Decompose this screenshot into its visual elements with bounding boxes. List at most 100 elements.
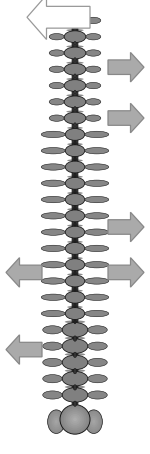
Ellipse shape xyxy=(72,279,78,283)
Ellipse shape xyxy=(93,393,102,397)
Ellipse shape xyxy=(93,328,102,332)
Ellipse shape xyxy=(91,133,103,136)
Ellipse shape xyxy=(55,101,59,103)
Ellipse shape xyxy=(73,52,77,54)
Ellipse shape xyxy=(90,84,97,87)
Ellipse shape xyxy=(51,116,62,120)
Ellipse shape xyxy=(51,35,62,39)
Ellipse shape xyxy=(52,416,61,428)
Ellipse shape xyxy=(70,83,80,89)
Ellipse shape xyxy=(88,230,106,235)
Ellipse shape xyxy=(65,210,85,222)
Ellipse shape xyxy=(70,213,80,219)
Ellipse shape xyxy=(92,20,95,21)
Ellipse shape xyxy=(86,34,101,40)
Ellipse shape xyxy=(73,166,77,168)
Ellipse shape xyxy=(72,214,78,218)
Ellipse shape xyxy=(45,360,60,365)
Ellipse shape xyxy=(91,296,103,299)
Ellipse shape xyxy=(71,19,79,22)
Ellipse shape xyxy=(72,149,78,153)
Ellipse shape xyxy=(49,66,64,73)
Ellipse shape xyxy=(73,117,77,119)
Ellipse shape xyxy=(92,69,95,70)
Ellipse shape xyxy=(64,47,86,59)
Ellipse shape xyxy=(70,148,80,153)
Ellipse shape xyxy=(95,329,100,331)
Ellipse shape xyxy=(73,101,77,103)
Ellipse shape xyxy=(69,414,81,425)
Ellipse shape xyxy=(49,34,64,40)
Ellipse shape xyxy=(91,263,103,266)
Ellipse shape xyxy=(50,183,56,184)
Ellipse shape xyxy=(90,35,97,38)
Ellipse shape xyxy=(88,165,106,169)
Ellipse shape xyxy=(88,67,99,72)
Ellipse shape xyxy=(71,84,79,88)
Ellipse shape xyxy=(95,378,100,380)
Bar xyxy=(74,16,76,433)
Ellipse shape xyxy=(94,296,100,298)
Ellipse shape xyxy=(53,117,60,120)
Ellipse shape xyxy=(66,29,84,31)
Ellipse shape xyxy=(66,78,84,80)
Ellipse shape xyxy=(72,311,78,316)
Ellipse shape xyxy=(49,17,64,24)
Ellipse shape xyxy=(44,262,62,267)
Ellipse shape xyxy=(74,238,76,242)
Ellipse shape xyxy=(49,99,64,105)
Ellipse shape xyxy=(64,79,86,91)
Ellipse shape xyxy=(55,85,59,86)
Ellipse shape xyxy=(70,34,80,39)
Ellipse shape xyxy=(68,33,82,41)
Ellipse shape xyxy=(74,271,76,275)
Ellipse shape xyxy=(94,183,100,184)
Ellipse shape xyxy=(70,311,80,316)
Bar xyxy=(72,16,78,433)
Ellipse shape xyxy=(70,132,80,138)
Ellipse shape xyxy=(65,128,85,140)
Ellipse shape xyxy=(48,377,57,381)
Ellipse shape xyxy=(70,17,80,23)
Ellipse shape xyxy=(70,278,80,284)
Ellipse shape xyxy=(67,127,83,129)
Ellipse shape xyxy=(67,159,83,162)
Ellipse shape xyxy=(71,416,79,423)
Ellipse shape xyxy=(74,287,76,291)
Ellipse shape xyxy=(74,58,76,61)
Bar xyxy=(73,16,77,433)
Ellipse shape xyxy=(71,35,79,39)
Ellipse shape xyxy=(49,50,64,56)
Ellipse shape xyxy=(48,360,57,365)
Ellipse shape xyxy=(41,245,65,252)
Ellipse shape xyxy=(47,149,59,152)
Ellipse shape xyxy=(64,96,86,108)
Ellipse shape xyxy=(65,321,85,323)
Ellipse shape xyxy=(67,195,83,204)
Ellipse shape xyxy=(69,179,81,187)
Ellipse shape xyxy=(66,358,84,367)
Ellipse shape xyxy=(85,278,109,284)
Ellipse shape xyxy=(85,197,109,203)
Ellipse shape xyxy=(50,199,56,200)
Ellipse shape xyxy=(92,52,95,54)
Ellipse shape xyxy=(74,74,76,78)
Ellipse shape xyxy=(74,303,76,308)
Ellipse shape xyxy=(49,82,64,89)
Ellipse shape xyxy=(62,323,88,337)
Ellipse shape xyxy=(94,215,100,217)
Ellipse shape xyxy=(70,180,80,186)
Ellipse shape xyxy=(88,391,107,399)
Ellipse shape xyxy=(50,166,56,168)
Ellipse shape xyxy=(66,64,84,74)
Ellipse shape xyxy=(67,129,83,139)
Ellipse shape xyxy=(68,65,82,73)
Ellipse shape xyxy=(50,394,55,396)
Ellipse shape xyxy=(73,84,77,87)
Ellipse shape xyxy=(41,311,65,317)
Ellipse shape xyxy=(51,99,62,104)
Bar xyxy=(73,16,77,433)
Ellipse shape xyxy=(94,264,100,266)
Ellipse shape xyxy=(65,385,85,389)
Ellipse shape xyxy=(65,337,85,340)
